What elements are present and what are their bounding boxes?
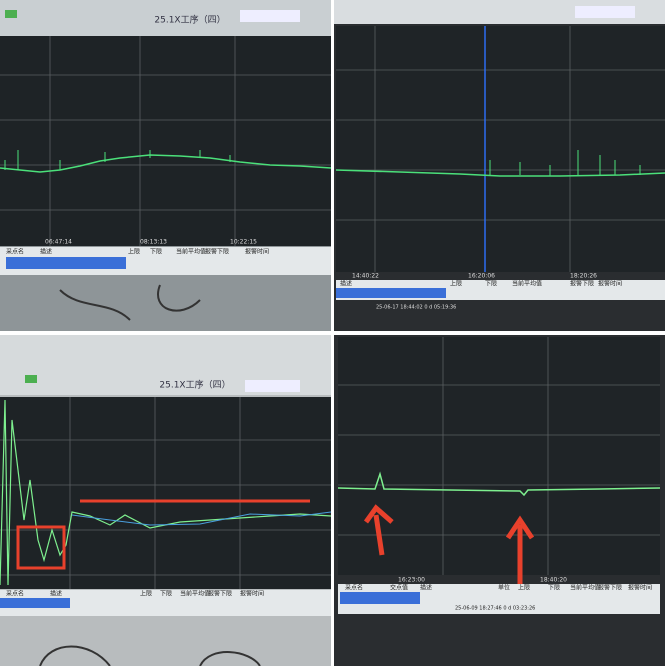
table-header: 描述 (50, 590, 62, 598)
table-header: 上限 (140, 590, 152, 598)
table-header: 下限 (160, 590, 172, 598)
table-header: 报警下限 (205, 248, 229, 256)
table-header: 当前平均值 (570, 584, 600, 592)
table-header: 描述 (40, 248, 52, 256)
table-header: 报警时间 (240, 590, 264, 598)
time-label: 14:40:22 (352, 273, 379, 280)
window-title: 25.1X工序（四） (159, 379, 230, 391)
table-header: 上限 (128, 248, 140, 256)
table-header: 当前平均值 (180, 590, 210, 598)
status-time: 25-06-09 18:27:46 0 d 03:23:26 (455, 606, 535, 612)
time-label: 08:13:13 (140, 239, 167, 246)
table-header: 报警时间 (598, 280, 622, 288)
table-header: 下限 (548, 584, 560, 592)
table-header: 采点名 (345, 584, 363, 592)
table-header: 上限 (450, 280, 462, 288)
table-header: 当前平均值 (512, 280, 542, 288)
time-label: 18:20:26 (570, 273, 597, 280)
table-header: 报警时间 (245, 248, 269, 256)
table-header: 当前平均值 (176, 248, 206, 256)
time-label: 06:47:14 (45, 239, 72, 246)
photo-3: 25.1X工序（四） 采点名 描述 上限 下限 当前平均值 报警下限 报警时间 (0, 335, 332, 667)
table-header: 报警下限 (570, 280, 594, 288)
table-header: 采点名 (6, 248, 24, 256)
table-header: 描述 (340, 280, 352, 288)
table-header: 下限 (485, 280, 497, 288)
table-header: 报警下限 (208, 590, 232, 598)
table-header: 下限 (150, 248, 162, 256)
time-label: 16:23:00 (398, 577, 425, 584)
time-label: 18:40:20 (540, 577, 567, 584)
photo-4: 16:23:00 18:40:20 采点名 交点值 描述 单位 上限 下限 当前… (334, 335, 665, 666)
photo-2: 14:40:22 16:20:06 18:20:26 描述 上限 下限 当前平均… (334, 0, 665, 331)
table-header: 单位 (498, 584, 510, 592)
table-header: 上限 (518, 584, 530, 592)
table-header: 采点名 (6, 590, 24, 598)
table-header: 报警下限 (598, 584, 622, 592)
table-header: 描述 (420, 584, 432, 592)
time-label: 10:22:15 (230, 239, 257, 246)
table-header: 报警时间 (628, 584, 652, 592)
photo-1: 25.1X工序（四） 06:47:14 08:13:13 10:22:15 采点… (0, 0, 332, 331)
window-title: 25.1X工序（四） (154, 14, 225, 26)
time-label: 16:20:06 (468, 273, 495, 280)
status-time: 25-06-17 18:44:02 0 d 05:19:36 (376, 305, 456, 311)
table-header: 交点值 (390, 584, 408, 592)
